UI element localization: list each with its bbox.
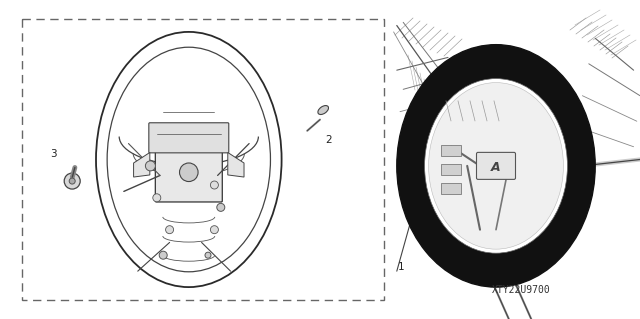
Ellipse shape xyxy=(429,83,563,249)
Circle shape xyxy=(166,226,173,234)
Text: A: A xyxy=(491,161,501,174)
Bar xyxy=(22,19,384,300)
Text: A: A xyxy=(488,157,499,171)
Bar xyxy=(441,183,461,194)
Text: XTY22U9700: XTY22U9700 xyxy=(492,285,551,295)
FancyBboxPatch shape xyxy=(477,152,515,179)
Text: 1: 1 xyxy=(398,262,405,271)
Ellipse shape xyxy=(397,45,595,287)
FancyBboxPatch shape xyxy=(156,130,222,202)
Bar xyxy=(441,187,459,197)
Polygon shape xyxy=(134,152,150,177)
Polygon shape xyxy=(228,152,244,177)
Circle shape xyxy=(217,203,225,211)
Text: 3: 3 xyxy=(50,149,56,159)
Circle shape xyxy=(64,173,80,189)
Circle shape xyxy=(153,194,161,202)
Circle shape xyxy=(205,252,211,258)
Circle shape xyxy=(145,161,156,171)
Circle shape xyxy=(69,178,76,184)
Ellipse shape xyxy=(424,78,568,253)
Bar xyxy=(441,168,459,178)
Circle shape xyxy=(211,181,218,189)
Bar xyxy=(441,149,459,159)
Circle shape xyxy=(575,158,591,174)
Circle shape xyxy=(179,163,198,182)
Text: 2: 2 xyxy=(325,135,332,145)
FancyBboxPatch shape xyxy=(149,123,228,153)
Circle shape xyxy=(159,251,167,259)
Ellipse shape xyxy=(107,47,271,272)
Ellipse shape xyxy=(318,106,328,115)
FancyBboxPatch shape xyxy=(477,145,515,177)
Bar xyxy=(441,164,461,175)
Circle shape xyxy=(211,226,218,234)
Ellipse shape xyxy=(425,67,567,265)
Ellipse shape xyxy=(96,32,282,287)
Bar xyxy=(441,145,461,156)
